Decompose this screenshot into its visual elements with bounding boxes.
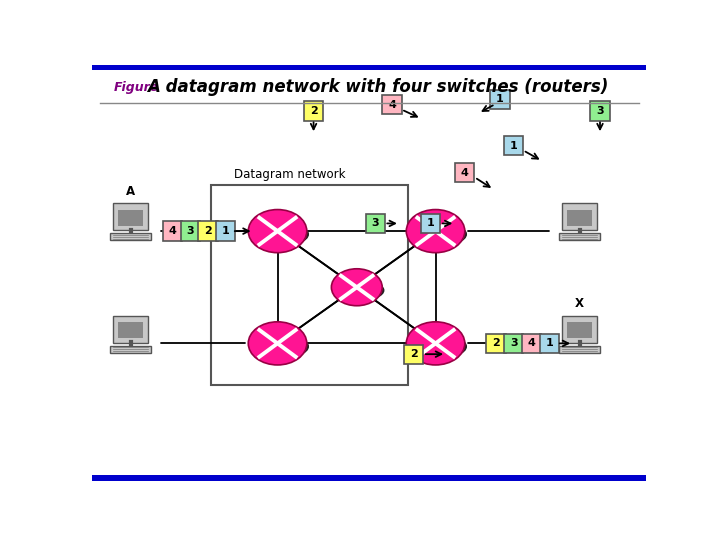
Text: 4: 4 bbox=[461, 167, 469, 178]
Text: 4: 4 bbox=[388, 100, 396, 110]
Text: 2: 2 bbox=[310, 106, 318, 116]
Ellipse shape bbox=[408, 335, 467, 359]
FancyBboxPatch shape bbox=[559, 346, 600, 353]
FancyBboxPatch shape bbox=[113, 204, 148, 231]
Text: 2: 2 bbox=[410, 349, 418, 359]
FancyBboxPatch shape bbox=[118, 322, 143, 338]
FancyBboxPatch shape bbox=[490, 90, 510, 109]
FancyBboxPatch shape bbox=[366, 214, 384, 233]
FancyBboxPatch shape bbox=[118, 210, 143, 226]
Text: X: X bbox=[575, 298, 584, 310]
Text: 3: 3 bbox=[510, 339, 518, 348]
Bar bbox=[92, 65, 647, 70]
Text: 1: 1 bbox=[510, 140, 518, 151]
FancyBboxPatch shape bbox=[216, 221, 235, 241]
FancyBboxPatch shape bbox=[567, 210, 592, 226]
FancyBboxPatch shape bbox=[504, 334, 523, 353]
Text: A datagram network with four switches (routers): A datagram network with four switches (r… bbox=[148, 78, 608, 96]
Text: A: A bbox=[126, 185, 135, 198]
FancyBboxPatch shape bbox=[567, 322, 592, 338]
Text: Datagram network: Datagram network bbox=[234, 168, 346, 181]
FancyBboxPatch shape bbox=[487, 334, 505, 353]
Text: 1: 1 bbox=[545, 339, 553, 348]
Text: 3: 3 bbox=[372, 218, 379, 228]
Ellipse shape bbox=[406, 322, 465, 365]
Text: 3: 3 bbox=[186, 226, 194, 236]
Text: 4: 4 bbox=[528, 339, 536, 348]
FancyBboxPatch shape bbox=[562, 316, 598, 342]
Text: 3: 3 bbox=[596, 106, 604, 116]
FancyBboxPatch shape bbox=[382, 95, 402, 114]
FancyBboxPatch shape bbox=[304, 102, 323, 120]
FancyBboxPatch shape bbox=[404, 345, 423, 364]
Text: 4: 4 bbox=[168, 226, 176, 236]
Text: Figure: Figure bbox=[113, 80, 158, 93]
Ellipse shape bbox=[331, 269, 382, 306]
Ellipse shape bbox=[250, 335, 308, 359]
FancyBboxPatch shape bbox=[562, 204, 598, 231]
FancyBboxPatch shape bbox=[559, 233, 600, 240]
FancyBboxPatch shape bbox=[590, 102, 610, 120]
Text: 1: 1 bbox=[427, 218, 434, 228]
Bar bbox=[92, 475, 647, 481]
FancyBboxPatch shape bbox=[113, 316, 148, 342]
FancyBboxPatch shape bbox=[504, 136, 523, 156]
FancyBboxPatch shape bbox=[181, 221, 200, 241]
FancyBboxPatch shape bbox=[110, 346, 151, 353]
Text: 2: 2 bbox=[204, 226, 212, 236]
Text: 2: 2 bbox=[492, 339, 500, 348]
Text: 1: 1 bbox=[496, 94, 504, 104]
FancyBboxPatch shape bbox=[421, 214, 440, 233]
FancyBboxPatch shape bbox=[110, 233, 151, 240]
FancyBboxPatch shape bbox=[539, 334, 559, 353]
FancyBboxPatch shape bbox=[199, 221, 217, 241]
FancyBboxPatch shape bbox=[211, 185, 408, 385]
FancyBboxPatch shape bbox=[455, 163, 474, 182]
FancyBboxPatch shape bbox=[522, 334, 541, 353]
Ellipse shape bbox=[250, 222, 308, 246]
Ellipse shape bbox=[248, 210, 307, 253]
Ellipse shape bbox=[406, 210, 465, 253]
Ellipse shape bbox=[248, 322, 307, 365]
Ellipse shape bbox=[408, 222, 467, 246]
Ellipse shape bbox=[333, 280, 384, 300]
FancyBboxPatch shape bbox=[163, 221, 182, 241]
Text: 1: 1 bbox=[222, 226, 230, 236]
